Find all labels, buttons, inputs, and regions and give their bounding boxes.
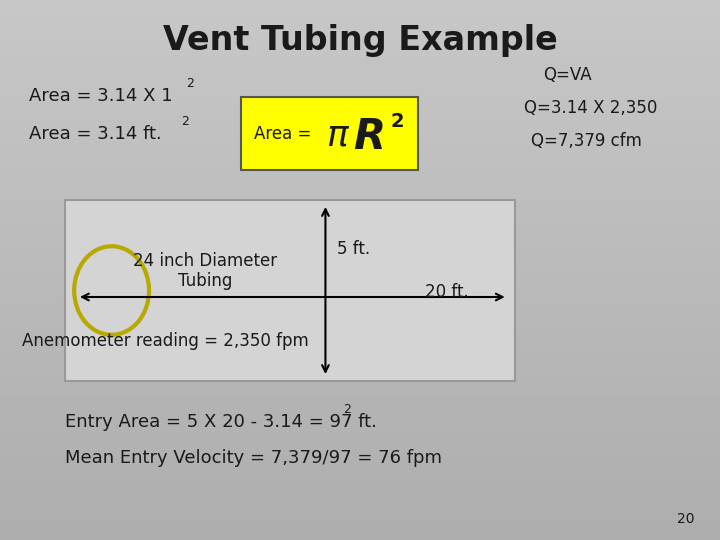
Bar [241, 97, 418, 170]
Text: Q=3.14 X 2,350: Q=3.14 X 2,350 [524, 99, 657, 117]
Text: R: R [353, 116, 384, 158]
Text: 2: 2 [181, 115, 189, 128]
Text: 2: 2 [186, 77, 194, 90]
Text: 20 ft.: 20 ft. [425, 282, 469, 301]
Text: 24 inch Diameter
Tubing: 24 inch Diameter Tubing [133, 252, 277, 291]
Text: Q=7,379 cfm: Q=7,379 cfm [531, 132, 642, 151]
Text: Q=VA: Q=VA [544, 65, 593, 84]
Text: Vent Tubing Example: Vent Tubing Example [163, 24, 557, 57]
Ellipse shape [74, 246, 149, 335]
Text: Area = 3.14 ft.: Area = 3.14 ft. [29, 125, 161, 143]
Text: Area = 3.14 X 1: Area = 3.14 X 1 [29, 87, 172, 105]
Text: $\pi$: $\pi$ [326, 118, 351, 152]
Text: Anemometer reading = 2,350 fpm: Anemometer reading = 2,350 fpm [22, 332, 309, 350]
Text: 20: 20 [678, 512, 695, 526]
Text: Mean Entry Velocity = 7,379/97 = 76 fpm: Mean Entry Velocity = 7,379/97 = 76 fpm [65, 449, 442, 467]
Text: 5 ft.: 5 ft. [337, 240, 370, 259]
Bar [65, 200, 515, 381]
Text: Entry Area = 5 X 20 - 3.14 = 97 ft.: Entry Area = 5 X 20 - 3.14 = 97 ft. [65, 413, 377, 431]
Text: 2: 2 [343, 403, 351, 416]
Text: 2: 2 [391, 112, 405, 131]
Text: Area =: Area = [254, 125, 317, 143]
